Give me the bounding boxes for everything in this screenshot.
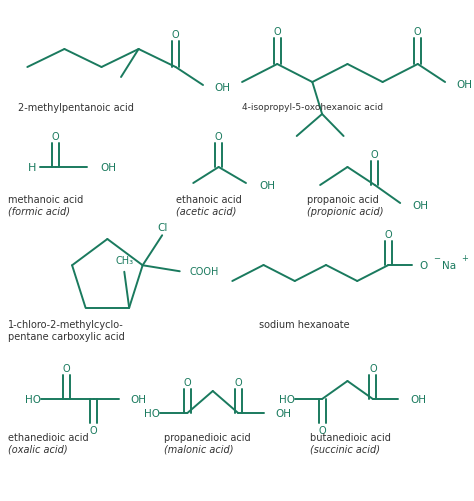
- Text: propanoic acid: propanoic acid: [308, 194, 379, 204]
- Text: O: O: [52, 132, 59, 142]
- Text: COOH: COOH: [190, 267, 219, 277]
- Text: O: O: [172, 30, 180, 40]
- Text: OH: OH: [260, 181, 275, 190]
- Text: (formic acid): (formic acid): [8, 206, 70, 216]
- Text: O: O: [183, 377, 191, 387]
- Text: OH: OH: [215, 83, 231, 93]
- Text: HO: HO: [25, 394, 41, 404]
- Text: O: O: [371, 150, 379, 160]
- Text: (malonic acid): (malonic acid): [164, 444, 234, 454]
- Text: methanoic acid: methanoic acid: [8, 194, 83, 204]
- Text: 2-methylpentanoic acid: 2-methylpentanoic acid: [18, 103, 134, 113]
- Text: O: O: [63, 363, 70, 373]
- Text: 1-chloro-2-methylcyclo-: 1-chloro-2-methylcyclo-: [8, 319, 124, 329]
- Text: pentane carboxylic acid: pentane carboxylic acid: [8, 331, 125, 341]
- Text: O: O: [215, 132, 222, 142]
- Text: HO: HO: [279, 394, 295, 404]
- Text: OH: OH: [410, 394, 426, 404]
- Text: Na: Na: [442, 261, 456, 271]
- Text: OH: OH: [100, 163, 117, 173]
- Text: 4-isopropyl-5-oxohexanoic acid: 4-isopropyl-5-oxohexanoic acid: [242, 103, 383, 112]
- Text: O: O: [369, 363, 377, 373]
- Text: (succinic acid): (succinic acid): [310, 444, 381, 454]
- Text: OH: OH: [457, 80, 473, 90]
- Text: O: O: [273, 27, 281, 37]
- Text: (propionic acid): (propionic acid): [308, 206, 384, 216]
- Text: CH₃: CH₃: [115, 255, 133, 265]
- Text: O: O: [318, 425, 326, 435]
- Text: OH: OH: [131, 394, 147, 404]
- Text: O: O: [234, 377, 242, 387]
- Text: +: +: [461, 254, 467, 263]
- Text: −: −: [433, 254, 440, 263]
- Text: (oxalic acid): (oxalic acid): [8, 444, 67, 454]
- Text: butanedioic acid: butanedioic acid: [310, 432, 391, 442]
- Text: ethanoic acid: ethanoic acid: [176, 194, 241, 204]
- Text: O: O: [385, 229, 392, 239]
- Text: ethanedioic acid: ethanedioic acid: [8, 432, 89, 442]
- Text: OH: OH: [275, 408, 291, 418]
- Text: HO: HO: [144, 408, 160, 418]
- Text: OH: OH: [412, 200, 428, 210]
- Text: O: O: [414, 27, 421, 37]
- Text: sodium hexanoate: sodium hexanoate: [259, 319, 349, 329]
- Text: H: H: [28, 163, 36, 173]
- Text: Cl: Cl: [157, 223, 167, 233]
- Text: O: O: [419, 261, 428, 271]
- Text: (acetic acid): (acetic acid): [176, 206, 236, 216]
- Text: propanedioic acid: propanedioic acid: [164, 432, 251, 442]
- Text: O: O: [90, 425, 98, 435]
